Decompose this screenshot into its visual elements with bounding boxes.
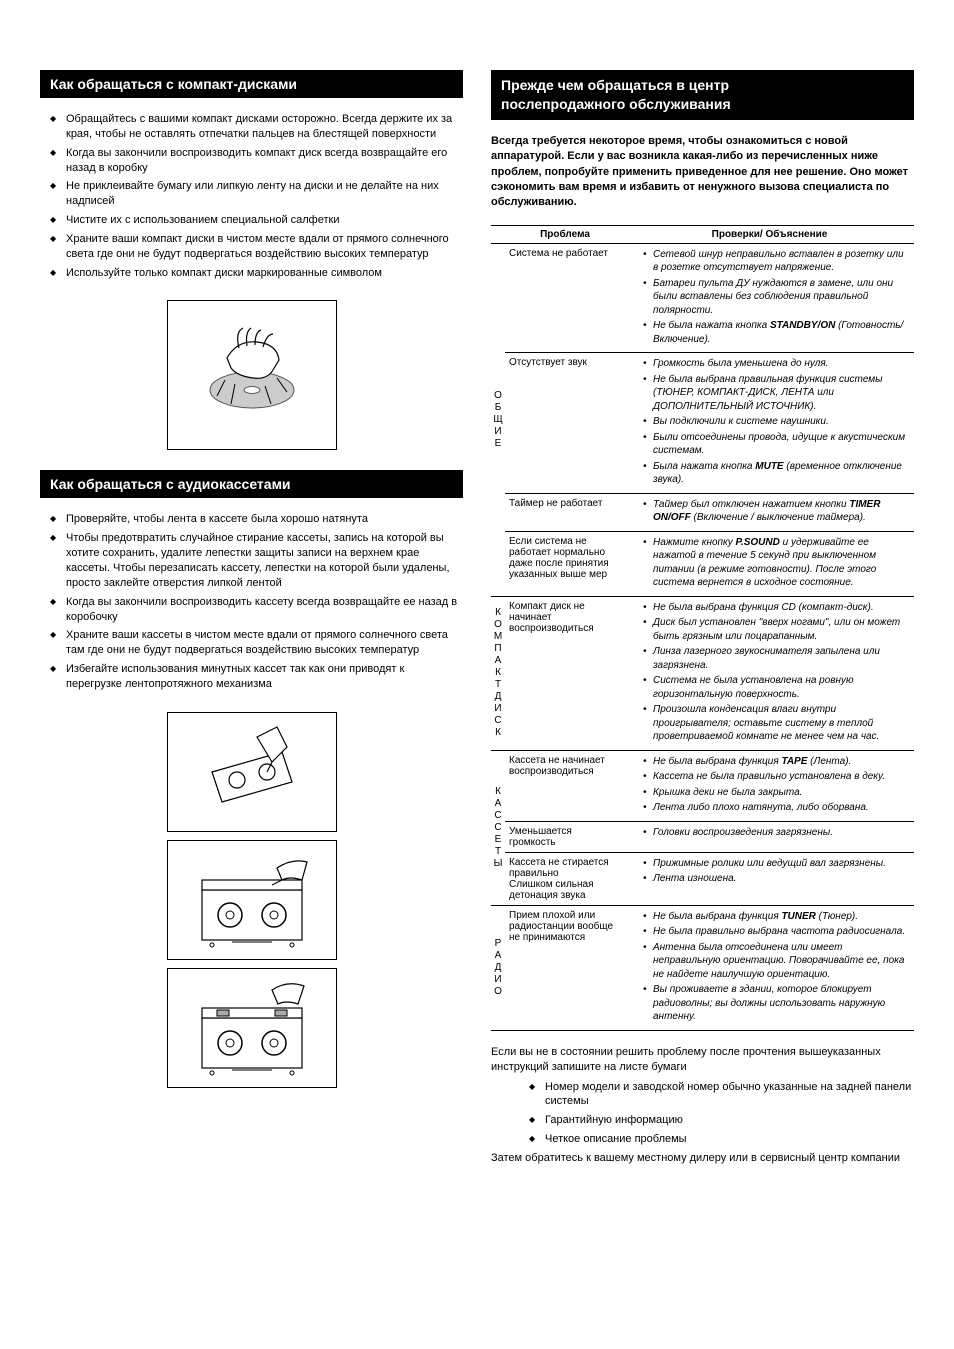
table-row: КОМПАКТ ДИСК Компакт диск не начинает во… (491, 596, 914, 750)
checks-cell: Громкость была уменьшена до нуля. Не была… (625, 353, 914, 494)
check-item: Сетевой шнур неправильно вставлен в розе… (643, 248, 910, 275)
footer-list: Номер модели и заводской номер обычно ук… (519, 1080, 914, 1147)
problem-cell: Таймер не работает (505, 493, 625, 531)
check-item: Нажмите кнопку P.SOUND и удерживайте ее … (643, 536, 910, 590)
problem-cell: Прием плохой или радиостанции вообще не … (505, 905, 625, 1030)
heading-tape-handling: Как обращаться с аудиокассетами (40, 470, 463, 498)
category-general: ОБЩИЕ (491, 243, 505, 596)
table-row: Уменьшается громкость Головки воспроизве… (491, 821, 914, 852)
footer-pre: Если вы не в состоянии решить проблему п… (491, 1045, 914, 1076)
category-cd: КОМПАКТ ДИСК (491, 596, 505, 750)
col-problem: Проблема (505, 225, 625, 243)
check-item: Крышка деки не была закрыта. (643, 786, 910, 800)
checks-cell: Нажмите кнопку P.SOUND и удерживайте ее … (625, 531, 914, 596)
table-row: Таймер не работает Таймер был отключен н… (491, 493, 914, 531)
check-item: Лента изношена. (643, 872, 910, 886)
check-item: Таймер был отключен нажатием кнопки TIME… (643, 498, 910, 525)
check-item: Батареи пульта ДУ нуждаются в замене, ил… (643, 277, 910, 318)
list-item: Номер модели и заводской номер обычно ук… (533, 1080, 914, 1110)
list-item: Четкое описание проблемы (533, 1132, 914, 1147)
cd-cleaning-illustration (167, 300, 337, 450)
cd-tips-list: Обращайтесь с вашими компакт дисками ост… (40, 112, 463, 280)
list-item: Не приклеивайте бумагу или липкую ленту … (54, 179, 463, 209)
problem-cell: Система не работает (505, 243, 625, 353)
list-item: Чистите их с использованием специальной … (54, 213, 463, 228)
list-item: Когда вы закончили воспроизводить компак… (54, 146, 463, 176)
list-item: Храните ваши компакт диски в чистом мест… (54, 232, 463, 262)
col-checks: Проверки/ Объяснение (625, 225, 914, 243)
table-row: Если система не работает нормально даже … (491, 531, 914, 596)
check-item: Произошла конденсация влаги внутри проиг… (643, 703, 910, 744)
problem-cell: Кассета не начинает воспроизводиться (505, 750, 625, 821)
table-row: ОБЩИЕ Система не работает Сетевой шнур н… (491, 243, 914, 353)
check-item: Не была правильно выбрана частота радиос… (643, 925, 910, 939)
problem-cell: Отсутствует звук (505, 353, 625, 494)
check-item: Не была нажата кнопка STANDBY/ON (Готовн… (643, 319, 910, 346)
check-item: Головки воспроизведения загрязнены. (643, 826, 910, 840)
problem-cell: Если система не работает нормально даже … (505, 531, 625, 596)
check-item: Не была выбрана функция TAPE (Лента). (643, 755, 910, 769)
checks-cell: Не была выбрана функция TAPE (Лента).Кас… (625, 750, 914, 821)
list-item: Избегайте использования минутных кассет … (54, 662, 463, 692)
problem-cell: Кассета не стирается правильно Слишком с… (505, 852, 625, 905)
table-row: Отсутствует звук Громкость была уменьшен… (491, 353, 914, 494)
heading-cd-handling: Как обращаться с компакт-дисками (40, 70, 463, 98)
check-item: Диск был установлен "вверх ногами", или … (643, 616, 910, 643)
checks-cell: Не была выбрана функция CD (компакт-диск… (625, 596, 914, 750)
check-item: Не была выбрана функция CD (компакт-диск… (643, 601, 910, 615)
heading-service-line2: послепродажного обслуживания (501, 96, 731, 112)
list-item: Чтобы предотвратить случайное стирание к… (54, 531, 463, 590)
checks-cell: Прижимные ролики или ведущий вал загрязн… (625, 852, 914, 905)
list-item: Обращайтесь с вашими компакт дисками ост… (54, 112, 463, 142)
check-item: Прижимные ролики или ведущий вал загрязн… (643, 857, 910, 871)
check-item: Не была выбрана функция TUNER (Тюнер). (643, 910, 910, 924)
check-item: Вы проживаете в здании, которое блокируе… (643, 983, 910, 1024)
tape-tips-list: Проверяйте, чтобы лента в кассете была х… (40, 512, 463, 691)
list-item: Проверяйте, чтобы лента в кассете была х… (54, 512, 463, 527)
cassette-illustration-1 (167, 712, 337, 832)
problem-cell: Уменьшается громкость (505, 821, 625, 852)
left-column: Как обращаться с компакт-дисками Обращай… (40, 70, 463, 1166)
problem-cell: Компакт диск не начинает воспроизводитьс… (505, 596, 625, 750)
check-item: Линза лазерного звукоснимателя запылена … (643, 645, 910, 672)
footer-block: Если вы не в состоянии решить проблему п… (491, 1045, 914, 1167)
check-item: Была нажата кнопка MUTE (временное отклю… (643, 460, 910, 487)
heading-service-line1: Прежде чем обращаться в центр (501, 77, 729, 93)
checks-cell: Головки воспроизведения загрязнены. (625, 821, 914, 852)
list-item: Используйте только компакт диски маркиро… (54, 266, 463, 281)
check-item: Вы подключили к системе наушники. (643, 415, 910, 429)
table-row: РАДИО Прием плохой или радиостанции вооб… (491, 905, 914, 1030)
check-item: Система не была установлена на ровную го… (643, 674, 910, 701)
list-item: Храните ваши кассеты в чистом месте вдал… (54, 628, 463, 658)
check-item: Громкость была уменьшена до нуля. (643, 357, 910, 371)
heading-service: Прежде чем обращаться в центр послепрода… (491, 70, 914, 120)
right-column: Прежде чем обращаться в центр послепрода… (491, 70, 914, 1166)
footer-post: Затем обратитесь к вашему местному дилер… (491, 1151, 914, 1166)
table-row: Кассета не стирается правильно Слишком с… (491, 852, 914, 905)
list-item: Гарантийную информацию (533, 1113, 914, 1128)
check-item: Лента либо плохо натянута, либо оборвана… (643, 801, 910, 815)
category-tape: КАССЕТЫ (491, 750, 505, 905)
checks-cell: Таймер был отключен нажатием кнопки TIME… (625, 493, 914, 531)
check-item: Антенна была отсоединена или имеет непра… (643, 941, 910, 982)
check-item: Были отсоединены провода, идущие к акуст… (643, 431, 910, 458)
checks-cell: Сетевой шнур неправильно вставлен в розе… (625, 243, 914, 353)
troubleshooting-table: Проблема Проверки/ Объяснение ОБЩИЕ Сист… (491, 225, 914, 1031)
service-intro: Всегда требуется некоторое время, чтобы … (491, 134, 914, 211)
check-item: Не была выбрана правильная функция систе… (643, 373, 910, 414)
table-row: КАССЕТЫ Кассета не начинает воспроизводи… (491, 750, 914, 821)
category-radio: РАДИО (491, 905, 505, 1030)
cassette-illustration-2 (167, 840, 337, 960)
check-item: Кассета не была правильно установлена в … (643, 770, 910, 784)
cassette-illustration-3 (167, 968, 337, 1088)
checks-cell: Не была выбрана функция TUNER (Тюнер).Не… (625, 905, 914, 1030)
list-item: Когда вы закончили воспроизводить кассет… (54, 595, 463, 625)
